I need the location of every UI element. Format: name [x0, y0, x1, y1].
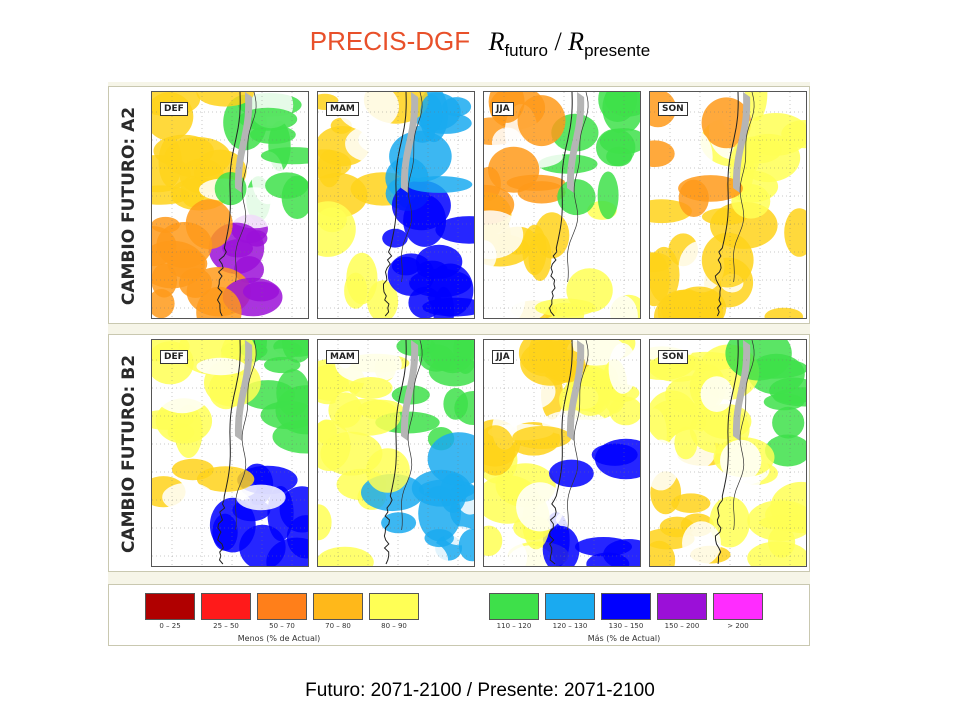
- map-canvas: [484, 92, 640, 318]
- formula-var2: R: [568, 27, 585, 56]
- legend-swatch-label: 120 – 130: [552, 622, 588, 630]
- legend: Menos (% de Actual) Más (% de Actual) 0 …: [108, 584, 810, 646]
- legend-swatch: [657, 593, 707, 620]
- map-panel: DEF: [151, 91, 309, 319]
- row-a2: CAMBIO FUTURO: A2 DEF MAM JJA SON: [108, 86, 810, 324]
- formula-sep: /: [554, 27, 562, 56]
- map-panel: SON: [649, 339, 807, 567]
- title-formula: Rfuturo / Rpresente: [488, 27, 651, 60]
- legend-swatch-label: 70 – 80: [325, 622, 351, 630]
- legend-swatch-label: 25 – 50: [213, 622, 239, 630]
- legend-swatch: [713, 593, 763, 620]
- formula-sub2: presente: [584, 41, 651, 61]
- row-label-text: CAMBIO FUTURO: B2: [119, 354, 140, 554]
- map-canvas: [152, 340, 308, 566]
- season-tag: DEF: [160, 350, 188, 364]
- title: PRECIS-DGF Rfuturo / Rpresente: [0, 26, 960, 61]
- legend-swatch: [313, 593, 363, 620]
- legend-swatch-label: 0 – 25: [159, 622, 181, 630]
- map-canvas: [152, 92, 308, 318]
- map-canvas: [650, 92, 806, 318]
- map-canvas: [318, 92, 474, 318]
- legend-swatch-label: 130 – 150: [608, 622, 644, 630]
- formula-var1: R: [488, 27, 505, 56]
- season-tag: SON: [658, 350, 688, 364]
- map-panel: JJA: [483, 91, 641, 319]
- legend-swatch-label: 80 – 90: [381, 622, 407, 630]
- legend-swatch-label: 50 – 70: [269, 622, 295, 630]
- season-tag: MAM: [326, 102, 359, 116]
- season-tag: MAM: [326, 350, 359, 364]
- legend-less-caption: Menos (% de Actual): [237, 634, 321, 643]
- legend-swatch: [145, 593, 195, 620]
- title-main: PRECIS-DGF: [309, 26, 471, 56]
- map-panel: SON: [649, 91, 807, 319]
- map-panel: MAM: [317, 91, 475, 319]
- row-label: CAMBIO FUTURO: B2: [109, 335, 149, 573]
- legend-swatch: [601, 593, 651, 620]
- formula-sub1: futuro: [504, 41, 548, 61]
- row-label: CAMBIO FUTURO: A2: [109, 87, 149, 325]
- season-tag: SON: [658, 102, 688, 116]
- season-tag: DEF: [160, 102, 188, 116]
- legend-swatch-label: 110 – 120: [496, 622, 532, 630]
- map-canvas: [650, 340, 806, 566]
- map-panel: DEF: [151, 339, 309, 567]
- row-b2: CAMBIO FUTURO: B2 DEF MAM JJA SON: [108, 334, 810, 572]
- legend-swatch: [545, 593, 595, 620]
- legend-swatch: [369, 593, 419, 620]
- season-tag: JJA: [492, 102, 514, 116]
- season-tag: JJA: [492, 350, 514, 364]
- legend-swatch-label: 150 – 200: [664, 622, 700, 630]
- footer-period: Futuro: 2071-2100 / Presente: 2071-2100: [305, 680, 655, 701]
- legend-swatch: [489, 593, 539, 620]
- map-canvas: [318, 340, 474, 566]
- map-canvas: [484, 340, 640, 566]
- map-panel: JJA: [483, 339, 641, 567]
- legend-swatch: [201, 593, 251, 620]
- legend-swatch: [257, 593, 307, 620]
- legend-swatch-label: > 200: [727, 622, 749, 630]
- row-label-text: CAMBIO FUTURO: A2: [119, 106, 140, 306]
- legend-more-caption: Más (% de Actual): [587, 634, 661, 643]
- map-panel: MAM: [317, 339, 475, 567]
